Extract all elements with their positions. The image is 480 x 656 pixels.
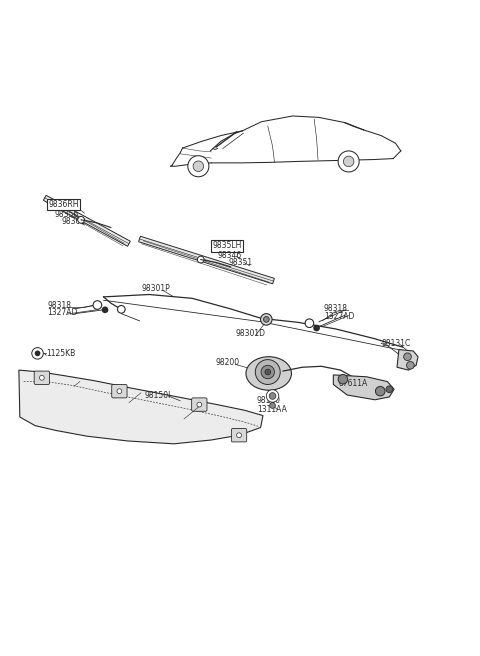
Circle shape (35, 350, 40, 356)
FancyBboxPatch shape (231, 428, 247, 442)
Circle shape (261, 314, 272, 325)
Text: 1327AD: 1327AD (324, 312, 354, 321)
Circle shape (404, 353, 411, 361)
Text: 98301P: 98301P (142, 284, 170, 293)
Text: 98351: 98351 (228, 258, 252, 267)
Circle shape (32, 348, 43, 359)
Circle shape (266, 390, 279, 402)
Text: 98361: 98361 (62, 217, 86, 226)
Polygon shape (397, 350, 418, 370)
Text: 1125KB: 1125KB (46, 349, 75, 358)
Text: 98346: 98346 (217, 251, 241, 260)
Text: 1327AD: 1327AD (48, 308, 78, 318)
Text: 98356: 98356 (54, 209, 79, 218)
Circle shape (375, 386, 385, 396)
Text: 1311AA: 1311AA (257, 405, 287, 414)
Circle shape (407, 361, 414, 369)
Text: 87611A: 87611A (338, 379, 368, 388)
Circle shape (261, 365, 275, 379)
Circle shape (197, 256, 204, 263)
Circle shape (313, 325, 320, 331)
Circle shape (269, 392, 276, 400)
Polygon shape (43, 195, 131, 246)
Circle shape (264, 316, 269, 322)
Text: 98150I: 98150I (144, 390, 171, 400)
Text: 9836RH: 9836RH (48, 200, 79, 209)
Circle shape (305, 319, 314, 327)
FancyBboxPatch shape (34, 371, 49, 384)
Circle shape (193, 161, 204, 171)
Circle shape (270, 403, 276, 409)
FancyBboxPatch shape (112, 384, 127, 398)
Circle shape (338, 151, 359, 172)
Polygon shape (333, 375, 394, 400)
Circle shape (39, 375, 44, 380)
Circle shape (118, 306, 125, 313)
Circle shape (338, 375, 348, 384)
Circle shape (93, 300, 102, 310)
Circle shape (386, 386, 393, 392)
Text: 98131C: 98131C (381, 338, 410, 348)
Circle shape (102, 306, 108, 313)
Circle shape (255, 359, 280, 384)
Circle shape (265, 369, 271, 375)
Text: 9835LH: 9835LH (212, 241, 241, 250)
Polygon shape (139, 236, 275, 284)
Circle shape (197, 402, 202, 407)
Circle shape (78, 216, 84, 223)
Circle shape (237, 433, 241, 438)
Text: 98301D: 98301D (235, 329, 265, 338)
Ellipse shape (246, 357, 291, 390)
Polygon shape (19, 370, 263, 444)
Circle shape (188, 155, 209, 176)
Text: 98110: 98110 (257, 396, 281, 405)
Text: 98318: 98318 (324, 304, 348, 314)
FancyBboxPatch shape (192, 398, 207, 411)
Text: 98318: 98318 (48, 300, 72, 310)
Text: 98200: 98200 (215, 358, 239, 367)
Circle shape (343, 156, 354, 167)
Circle shape (117, 389, 122, 394)
